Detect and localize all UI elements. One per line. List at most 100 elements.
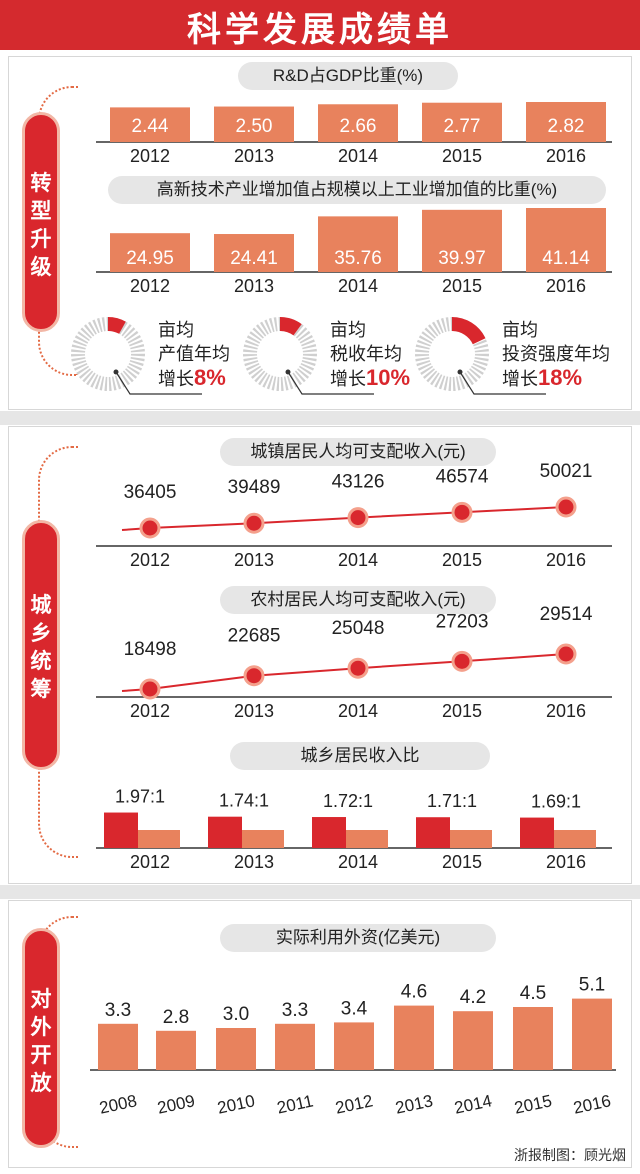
bar bbox=[98, 1023, 138, 1070]
bar bbox=[216, 1028, 256, 1070]
chart-title-urban-income: 城镇居民人均可支配收入(元) bbox=[220, 438, 496, 466]
x-tick-label: 2014 bbox=[453, 1091, 494, 1117]
data-label: 46574 bbox=[436, 466, 489, 487]
bar-value-label: 4.2 bbox=[460, 987, 486, 1008]
ratio-label: 1.72:1 bbox=[323, 791, 373, 811]
x-tick-label: 2010 bbox=[216, 1091, 257, 1117]
x-tick-label: 2012 bbox=[334, 1091, 375, 1117]
donut-slice bbox=[280, 317, 302, 336]
bar-urban bbox=[208, 816, 242, 848]
data-label: 39489 bbox=[228, 477, 281, 498]
x-tick-label: 2009 bbox=[156, 1091, 197, 1117]
ratio-label: 1.74:1 bbox=[219, 791, 269, 811]
bar-value-label: 5.1 bbox=[579, 975, 605, 996]
bar-value-label: 24.95 bbox=[126, 248, 174, 269]
bar-rural bbox=[346, 830, 388, 848]
bar bbox=[526, 208, 606, 272]
chart-title-fdi: 实际利用外资(亿美元) bbox=[220, 924, 496, 952]
bar-value-label: 35.76 bbox=[334, 248, 382, 269]
bar-value-label: 2.44 bbox=[132, 116, 169, 137]
x-tick-label: 2015 bbox=[442, 276, 482, 296]
x-tick-label: 2015 bbox=[513, 1091, 554, 1117]
bar bbox=[334, 1022, 374, 1070]
x-tick-label: 2016 bbox=[546, 276, 586, 296]
bar bbox=[110, 233, 190, 272]
page-title: 科学发展成绩单 bbox=[187, 10, 453, 50]
data-point bbox=[139, 678, 161, 700]
bar-value-label: 2.82 bbox=[548, 116, 585, 137]
bar-value-label: 3.3 bbox=[282, 1000, 308, 1021]
bar bbox=[156, 1030, 196, 1070]
data-point bbox=[555, 496, 577, 518]
bar-urban bbox=[416, 817, 450, 848]
x-tick-label: 2014 bbox=[338, 276, 378, 296]
bar bbox=[422, 102, 502, 142]
chart-title-rd: R&D占GDP比重(%) bbox=[238, 62, 458, 90]
x-tick-label: 2011 bbox=[275, 1091, 315, 1117]
donut-slice bbox=[452, 316, 486, 345]
donut-leader-dot bbox=[113, 369, 119, 375]
bar bbox=[318, 216, 398, 272]
data-point bbox=[451, 650, 473, 672]
x-tick-label: 2012 bbox=[130, 701, 170, 721]
donut-leader-line bbox=[459, 371, 546, 395]
bar-value-label: 3.0 bbox=[223, 1004, 249, 1025]
data-point bbox=[243, 512, 265, 534]
data-label: 43126 bbox=[332, 472, 385, 493]
donut-text-tax: 亩均 税收年均 增长10% bbox=[330, 320, 411, 390]
chart-title-hightech: 高新技术产业增加值占规模以上工业增加值的比重(%) bbox=[108, 176, 606, 204]
x-tick-label: 2013 bbox=[234, 701, 274, 721]
section-tag-urban-rural: 城 乡 统 筹 bbox=[22, 520, 60, 770]
bar-value-label: 2.66 bbox=[340, 116, 377, 137]
bar-urban bbox=[520, 817, 554, 848]
x-tick-label: 2016 bbox=[572, 1091, 613, 1117]
bar-urban bbox=[104, 812, 138, 848]
section-tag-transformation: 转 型 升 级 bbox=[22, 112, 60, 332]
x-tick-label: 2012 bbox=[130, 852, 170, 872]
data-label: 36405 bbox=[124, 482, 177, 503]
section-divider bbox=[0, 411, 640, 425]
donut-text-output: 亩均 产值年均 增长8% bbox=[158, 320, 230, 390]
bar bbox=[110, 107, 190, 142]
bar bbox=[275, 1023, 315, 1070]
bar bbox=[422, 209, 502, 272]
x-tick-label: 2016 bbox=[546, 701, 586, 721]
credit-line: 浙报制图：顾光烟 bbox=[514, 1147, 626, 1163]
ratio-label: 1.97:1 bbox=[115, 787, 165, 807]
donut-ring bbox=[71, 317, 145, 391]
section-panel-urban-rural bbox=[8, 426, 632, 884]
bar-rural bbox=[450, 830, 492, 848]
x-tick-label: 2014 bbox=[338, 146, 378, 166]
x-tick-label: 2013 bbox=[234, 276, 274, 296]
x-tick-label: 2016 bbox=[546, 550, 586, 570]
x-tick-label: 2015 bbox=[442, 146, 482, 166]
title-banner: 科学发展成绩单 bbox=[0, 0, 640, 50]
bar-value-label: 3.3 bbox=[105, 1000, 131, 1021]
x-tick-label: 2013 bbox=[234, 550, 274, 570]
bar bbox=[214, 106, 294, 142]
data-label: 25048 bbox=[332, 618, 385, 639]
donut-leader-dot bbox=[457, 369, 463, 375]
ratio-label: 1.71:1 bbox=[427, 791, 477, 811]
x-tick-label: 2012 bbox=[130, 276, 170, 296]
bar-value-label: 2.77 bbox=[444, 116, 481, 137]
x-tick-label: 2014 bbox=[338, 701, 378, 721]
section-divider bbox=[0, 885, 640, 899]
data-point bbox=[243, 665, 265, 687]
ratio-label: 1.69:1 bbox=[531, 792, 581, 812]
x-tick-label: 2013 bbox=[234, 146, 274, 166]
donut-leader-line bbox=[115, 371, 202, 395]
donut-leader-dot bbox=[285, 369, 291, 375]
bar-rural bbox=[554, 830, 596, 848]
bar-value-label: 4.5 bbox=[520, 983, 546, 1004]
bar-value-label: 24.41 bbox=[230, 248, 278, 269]
bar-value-label: 2.8 bbox=[163, 1007, 189, 1028]
data-point bbox=[451, 501, 473, 523]
x-tick-label: 2014 bbox=[338, 550, 378, 570]
x-tick-label: 2012 bbox=[130, 146, 170, 166]
bar bbox=[214, 234, 294, 272]
bar bbox=[394, 1005, 434, 1070]
donut-leader-line bbox=[287, 371, 374, 395]
x-tick-label: 2016 bbox=[546, 852, 586, 872]
